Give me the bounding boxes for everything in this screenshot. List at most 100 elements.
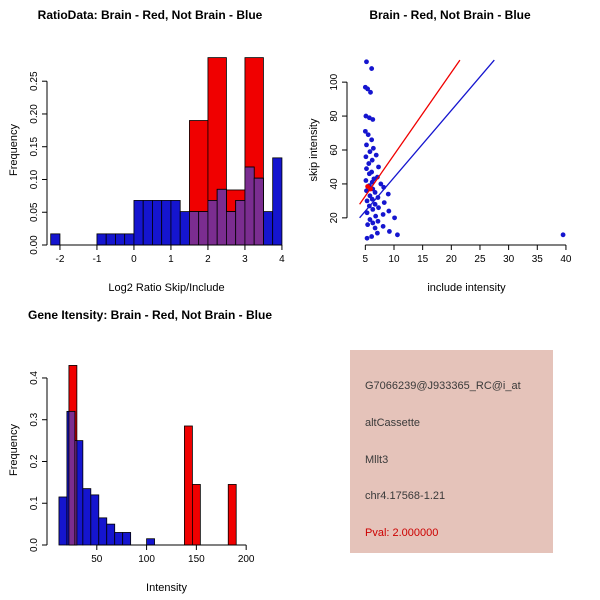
not-brain-point	[372, 201, 378, 207]
intensity-scatter-ylabel: skip intensity	[308, 118, 320, 182]
ratio-histogram-plot: -2 -1 0 1 2 3 4 0.00 0.05 0.10 0.15 0.20 0.25	[29, 57, 285, 265]
not-brain-bar	[152, 200, 163, 246]
x-tick-label: 30	[503, 254, 515, 265]
x-tick-label: 150	[188, 554, 205, 565]
ratio-histogram-title: RatioData: Brain - Red, Not Brain - Blue	[37, 8, 263, 22]
not-brain-point	[365, 86, 371, 92]
y-tick-label: 0.4	[29, 371, 40, 385]
overlap-bar	[68, 410, 76, 546]
not-brain-point	[369, 137, 375, 143]
y-tick-label: 0.0	[29, 538, 40, 552]
not-brain-bar	[179, 211, 190, 246]
gene-intensity-histogram-ylabel: Frequency	[8, 424, 20, 476]
not-brain-point	[560, 232, 566, 238]
brain-bar	[227, 484, 237, 546]
not-brain-point	[367, 217, 373, 222]
not-brain-bar	[58, 496, 68, 546]
y-tick-label: 0.00	[29, 235, 40, 255]
x-tick-label: 0	[131, 254, 137, 265]
not-brain-point	[372, 190, 378, 195]
not-brain-point	[364, 59, 369, 65]
intensity-scatter-xlabel: include intensity	[427, 282, 506, 294]
overlap-bar	[207, 200, 218, 246]
genome-location: chr4.17568-1.21	[365, 490, 446, 503]
not-brain-point	[370, 117, 376, 122]
not-brain-point	[368, 89, 373, 95]
not-brain-point	[376, 205, 381, 211]
not-brain-bar	[122, 532, 132, 546]
not-brain-bar	[114, 532, 124, 546]
probe-id: G7066239@J933365_RC@i_at	[365, 380, 521, 392]
gene-intensity-histogram-xlabel: Intensity	[146, 582, 187, 594]
not-brain-bar	[115, 233, 126, 246]
not-brain-point	[378, 181, 384, 187]
overlap-bar	[226, 211, 237, 246]
panel-gene-info: G7066239@J933365_RC@i_at altCassette Mll…	[300, 300, 600, 600]
y-tick-label: 0.15	[29, 137, 40, 157]
not-brain-point	[386, 208, 392, 214]
y-tick-label: 100	[329, 73, 340, 90]
overlap-bar	[189, 211, 200, 246]
x-tick-label: 5	[363, 254, 369, 265]
intensity-scatter-plot: 5 10 15 20 25 30 35 40 20 40 60 80 100	[329, 59, 572, 265]
x-tick-label: 200	[238, 554, 255, 565]
y-tick-label: 0.10	[29, 169, 40, 189]
not-brain-bar	[96, 233, 107, 246]
panel-intensity-scatter: 5 10 15 20 25 30 35 40 20 40 60 80 100 Brain - Red, …	[300, 0, 600, 300]
x-tick-label: 40	[560, 254, 572, 265]
brain-bar	[191, 484, 201, 546]
y-tick-label: 0.2	[29, 454, 40, 468]
x-tick-label: -1	[92, 254, 101, 265]
not-brain-point	[369, 196, 375, 202]
not-brain-point	[373, 213, 379, 219]
not-brain-bar	[161, 200, 172, 246]
not-brain-point	[363, 178, 369, 183]
gene-intensity-histogram-plot: 50 100 150 200 0.0 0.1 0.2 0.3 0.4	[29, 365, 255, 565]
not-brain-point	[370, 206, 376, 212]
gene-name: Mllt3	[365, 453, 389, 466]
not-brain-fit-line	[359, 59, 495, 219]
not-brain-point	[362, 128, 368, 134]
overlap-bar	[244, 166, 255, 246]
gene-intensity-histogram-title: Gene Itensity: Brain - Red, Not Brain - …	[27, 308, 273, 322]
not-brain-point	[380, 223, 386, 229]
not-brain-bar	[170, 200, 181, 246]
overlap-bar	[198, 211, 209, 246]
x-tick-label: 10	[388, 254, 400, 265]
not-brain-point	[381, 200, 387, 205]
x-tick-label: 25	[474, 254, 486, 265]
brain-fit-line	[359, 59, 461, 205]
x-tick-label: 20	[446, 254, 458, 265]
not-brain-point	[366, 161, 372, 166]
not-brain-point	[370, 145, 376, 151]
overlap-bar	[74, 440, 78, 546]
not-brain-point	[395, 232, 400, 238]
not-brain-bar	[82, 488, 92, 546]
not-brain-point	[366, 171, 372, 177]
not-brain-point	[392, 215, 397, 221]
not-brain-point	[372, 225, 378, 231]
not-brain-bar	[146, 538, 155, 546]
x-tick-label: 2	[205, 254, 211, 265]
not-brain-bar	[98, 517, 108, 546]
overlap-bar	[253, 177, 264, 246]
not-brain-bar	[105, 233, 116, 246]
panel-gene-intensity-histogram: 50 100 150 200 0.0 0.1 0.2 0.3 0.4 Gene Itensity…	[0, 300, 300, 600]
not-brain-point	[363, 154, 369, 160]
not-brain-point	[369, 157, 375, 163]
brain-bar	[184, 425, 193, 546]
overlap-bar	[216, 188, 227, 246]
y-tick-label: 0.1	[29, 496, 40, 510]
y-tick-label: 20	[329, 212, 340, 224]
panel-ratio-histogram: -2 -1 0 1 2 3 4 0.00 0.05 0.10 0.15 0.20 0.25 RatioD…	[0, 0, 300, 300]
intensity-scatter-title: Brain - Red, Not Brain - Blue	[369, 8, 531, 22]
not-brain-point	[380, 212, 386, 217]
not-brain-point	[376, 164, 381, 170]
not-brain-bar	[263, 211, 274, 246]
not-brain-point	[369, 234, 375, 239]
x-tick-label: -2	[55, 254, 64, 265]
x-tick-label: 3	[242, 254, 248, 265]
splice-event-type: altCassette	[365, 416, 421, 429]
not-brain-point	[375, 218, 381, 224]
x-tick-label: 100	[138, 554, 155, 565]
